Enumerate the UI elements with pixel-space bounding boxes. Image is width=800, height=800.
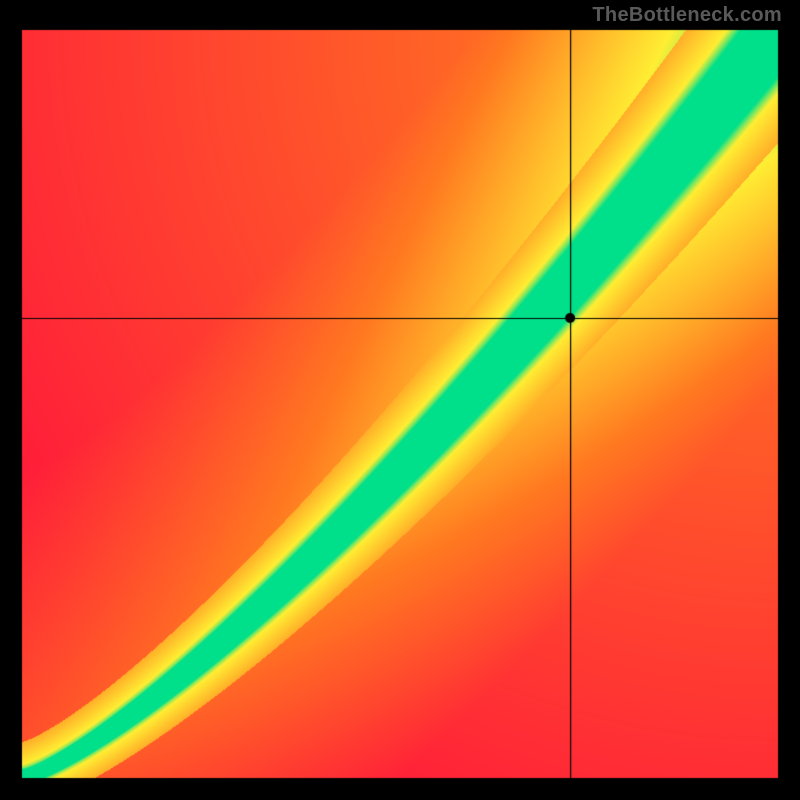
watermark-text: TheBottleneck.com [592, 4, 782, 27]
chart-container: TheBottleneck.com [0, 0, 800, 800]
bottleneck-heatmap-canvas [0, 0, 800, 800]
